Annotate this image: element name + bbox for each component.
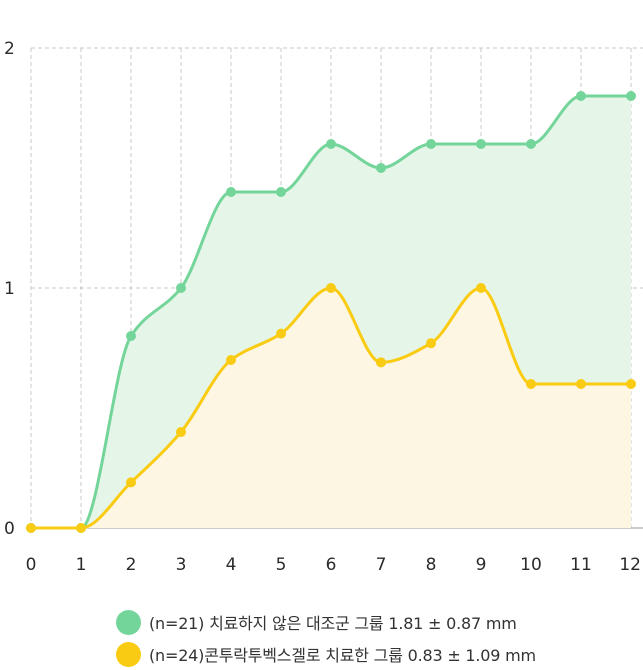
x-tick-label-5: 5 <box>276 555 287 575</box>
series-1-point-11 <box>576 379 586 389</box>
x-tick-label-9: 9 <box>476 555 487 575</box>
x-tick-label-10: 10 <box>520 555 542 575</box>
series-1-point-7 <box>376 357 386 368</box>
x-tick-label-11: 11 <box>570 555 592 575</box>
area-fills <box>31 96 631 528</box>
legend: (n=21) 치료하지 않은 대조군 그룹 1.81 ± 0.87 mm (n=… <box>116 606 536 670</box>
series-1-point-12 <box>626 379 636 389</box>
y-tick-label-2: 2 <box>4 39 15 59</box>
series-area-1 <box>31 288 631 528</box>
series-1-point-1 <box>76 523 86 533</box>
legend-item-control: (n=21) 치료하지 않은 대조군 그룹 1.81 ± 0.87 mm <box>116 606 536 638</box>
series-1-point-4 <box>226 355 236 365</box>
series-1-point-9 <box>476 283 486 293</box>
x-tick-label-2: 2 <box>126 555 137 575</box>
legend-label-control: (n=21) 치료하지 않은 대조군 그룹 1.81 ± 0.87 mm <box>149 614 517 633</box>
series-0-point-5 <box>276 187 286 197</box>
x-tick-label-1: 1 <box>76 555 87 575</box>
x-tick-label-12: 12 <box>619 555 641 575</box>
series-0-point-2 <box>126 331 136 341</box>
legend-label-treated: (n=24)콘투락투벡스겔로 치료한 그룹 0.83 ± 1.09 mm <box>149 646 536 665</box>
legend-item-treated: (n=24)콘투락투벡스겔로 치료한 그룹 0.83 ± 1.09 mm <box>116 638 536 670</box>
x-tick-label-7: 7 <box>376 555 387 575</box>
series-1-point-3 <box>176 427 186 437</box>
series-1-point-8 <box>426 338 436 349</box>
series-1-point-2 <box>126 477 136 488</box>
series-0-point-12 <box>626 91 636 101</box>
series-0-point-3 <box>176 283 186 293</box>
x-tick-label-3: 3 <box>176 555 187 575</box>
x-tick-label-0: 0 <box>26 555 37 575</box>
series-0-point-10 <box>526 139 536 149</box>
y-tick-label-0: 0 <box>4 519 15 539</box>
series-0-point-9 <box>476 139 486 149</box>
y-tick-label-1: 1 <box>4 279 15 299</box>
series-0-point-7 <box>376 163 386 173</box>
series-0-point-8 <box>426 139 436 149</box>
series-0-point-4 <box>226 187 236 197</box>
series-1-point-5 <box>276 328 286 339</box>
x-tick-label-4: 4 <box>226 555 237 575</box>
x-tick-label-6: 6 <box>326 555 337 575</box>
series-1-point-6 <box>326 283 336 293</box>
legend-marker-treated <box>116 641 141 667</box>
data-points <box>26 91 636 533</box>
series-0-point-6 <box>326 139 336 149</box>
series-1-point-10 <box>526 379 536 389</box>
legend-marker-control <box>116 609 141 635</box>
series-0-point-11 <box>576 91 586 101</box>
x-tick-label-8: 8 <box>426 555 437 575</box>
series-1-point-0 <box>26 523 36 533</box>
